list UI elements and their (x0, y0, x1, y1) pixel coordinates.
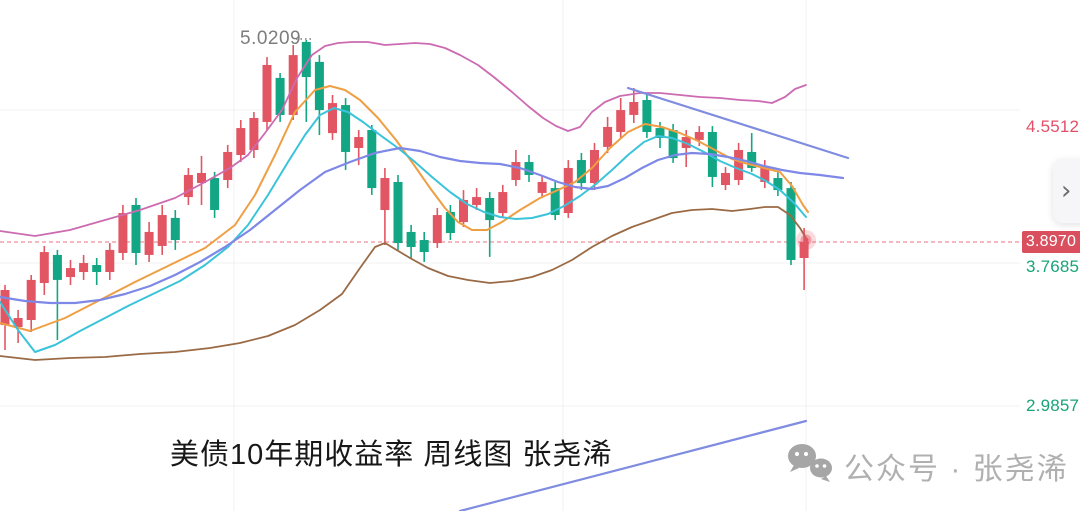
watermark: 公众号 · 张尧浠 (786, 442, 1069, 489)
wechat-icon (786, 442, 836, 489)
axis-label-mid: 3.7685 (1026, 257, 1080, 276)
current-price-tag: 3.8970 (1022, 231, 1080, 253)
axis-label-upper: 4.5512 (1026, 117, 1080, 136)
watermark-text: 公众号 · 张尧浠 (844, 452, 1069, 486)
axis-label-lower: 2.9857 (1026, 396, 1080, 415)
chart-title: 美债10年期收益率 周线图 张尧浠 (170, 439, 613, 471)
peak-price-label: 5.0209 (240, 28, 302, 49)
collapse-panel-button[interactable]: › (1053, 159, 1080, 223)
chevron-right-icon: › (1061, 176, 1072, 206)
